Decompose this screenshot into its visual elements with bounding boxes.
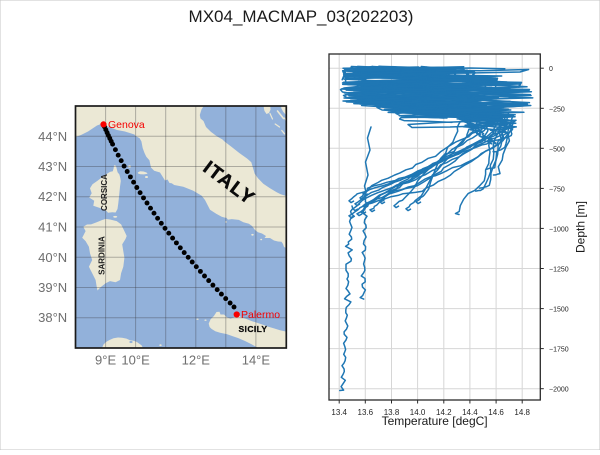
svg-text:43°N: 43°N	[38, 159, 67, 174]
svg-text:SARDINIA: SARDINIA	[97, 236, 106, 275]
svg-text:14.0: 14.0	[410, 408, 426, 417]
svg-text:44°N: 44°N	[38, 129, 67, 144]
svg-text:Genova: Genova	[108, 119, 145, 131]
svg-text:−750: −750	[549, 186, 565, 193]
svg-text:−1750: −1750	[549, 347, 569, 354]
svg-text:40°N: 40°N	[38, 250, 67, 265]
svg-text:Palermo: Palermo	[241, 309, 280, 321]
svg-text:−250: −250	[549, 106, 565, 113]
svg-text:38°N: 38°N	[38, 310, 67, 325]
svg-text:SICILY: SICILY	[238, 324, 267, 334]
svg-text:13.4: 13.4	[331, 408, 347, 417]
svg-text:41°N: 41°N	[38, 220, 67, 235]
svg-text:14°E: 14°E	[242, 353, 271, 368]
svg-text:−1500: −1500	[549, 307, 569, 314]
svg-text:0: 0	[549, 66, 553, 73]
svg-text:−2000: −2000	[549, 387, 569, 394]
svg-text:−1000: −1000	[549, 226, 569, 233]
svg-text:13.6: 13.6	[358, 408, 374, 417]
svg-text:10°E: 10°E	[121, 353, 150, 368]
svg-text:12°E: 12°E	[182, 353, 211, 368]
svg-text:9°E: 9°E	[95, 353, 116, 368]
svg-text:14.6: 14.6	[488, 408, 504, 417]
svg-text:42°N: 42°N	[38, 189, 67, 204]
svg-text:MX04_MACMAP_03(202203): MX04_MACMAP_03(202203)	[189, 7, 414, 26]
svg-text:Temperature [degC]: Temperature [degC]	[382, 414, 488, 428]
svg-text:Depth [m]: Depth [m]	[574, 201, 588, 253]
svg-text:−1250: −1250	[549, 267, 569, 274]
svg-text:CORSICA: CORSICA	[100, 174, 109, 211]
svg-text:14.8: 14.8	[514, 408, 530, 417]
svg-text:13.8: 13.8	[384, 408, 400, 417]
svg-text:14.2: 14.2	[436, 408, 452, 417]
svg-text:14.4: 14.4	[462, 408, 478, 417]
svg-text:39°N: 39°N	[38, 280, 67, 295]
svg-text:−500: −500	[549, 146, 565, 153]
